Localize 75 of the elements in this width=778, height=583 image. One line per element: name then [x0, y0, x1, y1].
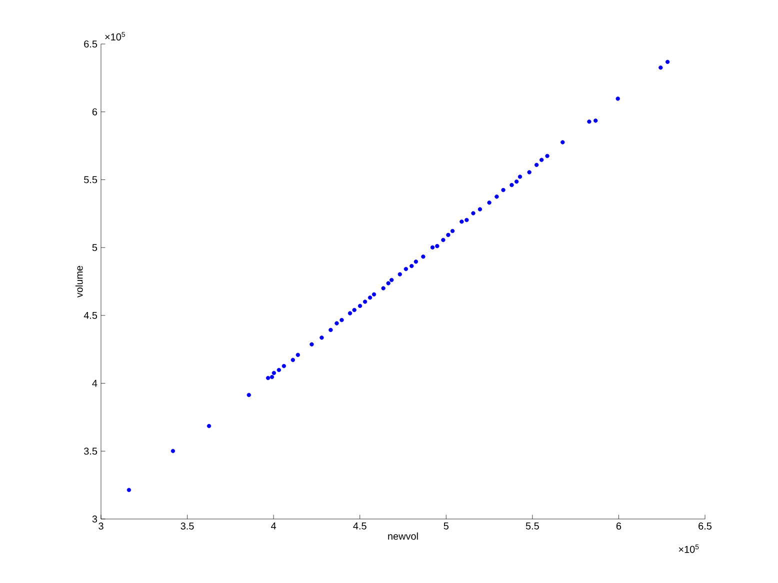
- point: [328, 328, 333, 332]
- point: [390, 278, 394, 282]
- point: [594, 118, 598, 123]
- point: [126, 488, 132, 492]
- point: [340, 318, 344, 322]
- point: [471, 211, 476, 216]
- point: [560, 140, 565, 144]
- x-tick-label: 6.5: [698, 522, 712, 530]
- point: [358, 304, 362, 308]
- x-tick-label: 5.5: [526, 522, 539, 530]
- x-tick-label: 3: [98, 522, 104, 530]
- y-axis-title: volume: [75, 266, 83, 298]
- point: [435, 244, 440, 248]
- point: [487, 200, 492, 205]
- y-tick-label: 4: [92, 380, 98, 387]
- point: [414, 260, 418, 264]
- point: [658, 66, 663, 70]
- x-tick-label: 3.5: [180, 522, 194, 530]
- y-tick-label: 6.5: [84, 40, 98, 48]
- point: [545, 154, 550, 158]
- point: [534, 162, 539, 168]
- point: [441, 238, 446, 242]
- point: [296, 352, 300, 358]
- y-tick-label: 3: [92, 515, 98, 523]
- point: [404, 266, 408, 272]
- point: [527, 170, 532, 174]
- point: [494, 194, 499, 199]
- point: [320, 336, 324, 340]
- y-tick-label: 5: [92, 244, 98, 252]
- x-axis-title: newvol: [388, 532, 418, 540]
- point: [665, 60, 670, 64]
- x-tick-label: 5: [444, 522, 448, 530]
- point: [352, 308, 356, 312]
- point: [386, 281, 390, 286]
- point: [310, 342, 314, 346]
- x-tick-label: 4: [271, 522, 276, 530]
- point: [460, 220, 464, 224]
- point: [616, 96, 620, 101]
- point: [518, 174, 522, 179]
- point: [348, 311, 352, 316]
- x-tick-label: 4.5: [353, 522, 366, 530]
- point: [421, 254, 426, 259]
- point: [372, 292, 376, 296]
- point: [539, 158, 544, 162]
- point: [290, 358, 295, 362]
- x-tick-label: 6: [616, 522, 622, 530]
- point: [272, 370, 276, 376]
- point: [464, 218, 469, 222]
- point: [206, 424, 212, 428]
- point: [398, 272, 402, 276]
- y-tick-label: 4.5: [84, 312, 98, 319]
- point: [501, 188, 506, 192]
- point: [510, 182, 514, 188]
- point: [246, 392, 251, 398]
- point: [362, 300, 368, 304]
- point: [410, 264, 414, 268]
- point: [368, 296, 372, 300]
- text: ×10$^{5}$: [105, 32, 125, 40]
- y-tick-label: 6: [92, 108, 98, 116]
- point: [430, 245, 435, 250]
- point: [170, 448, 176, 454]
- point: [276, 368, 282, 372]
- text: ×10$^{5}$: [678, 544, 699, 553]
- point: [282, 364, 286, 368]
- point: [478, 207, 482, 212]
- point: [587, 120, 592, 124]
- point: [514, 180, 519, 184]
- point: [270, 374, 274, 380]
- y-tick-label: 5.5: [84, 176, 98, 184]
- point: [450, 228, 455, 234]
- point: [381, 286, 386, 290]
- point: [266, 376, 270, 380]
- point: [446, 232, 450, 238]
- point: [334, 321, 339, 326]
- y-tick-label: 3.5: [84, 448, 98, 455]
